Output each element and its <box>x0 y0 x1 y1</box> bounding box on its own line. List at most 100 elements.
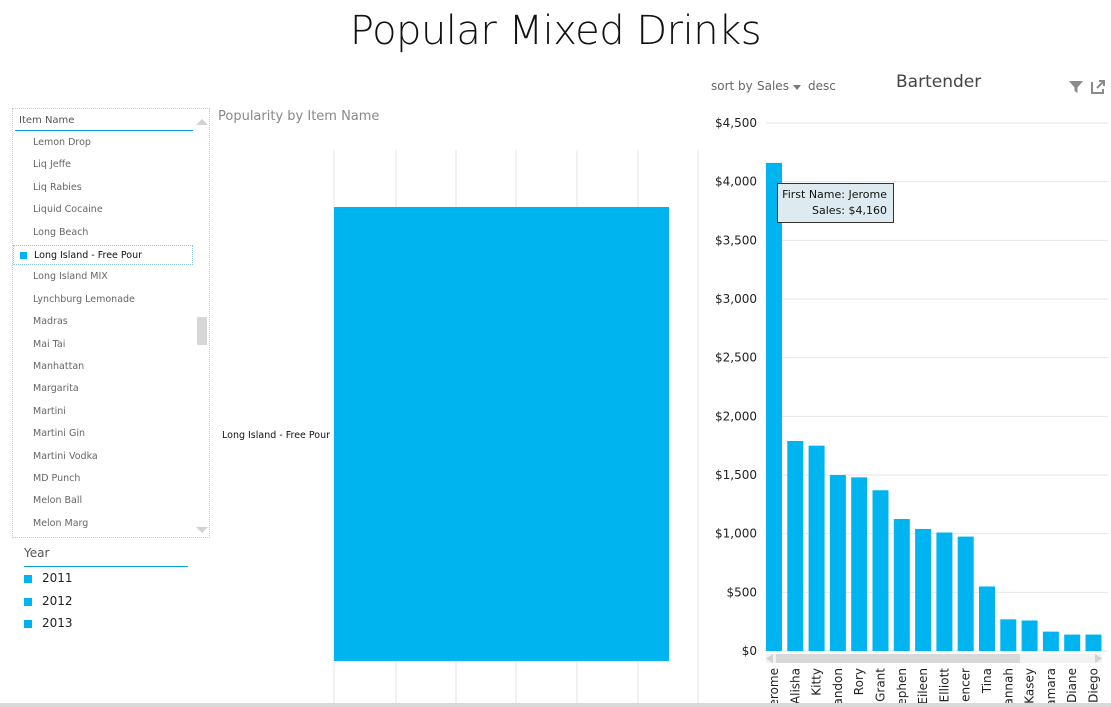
tooltip-sales-label: Sales: <box>812 204 845 217</box>
slicer-item-label: Long Island - Free Pour <box>34 250 143 261</box>
mid-chart-title: Popularity by Item Name <box>218 109 380 124</box>
slicer-item-label: Martini <box>33 405 66 417</box>
bartender-bar[interactable] <box>851 477 868 651</box>
bartender-bar[interactable] <box>936 532 953 651</box>
slicer-item-label: Margarita <box>33 383 79 395</box>
slicer-scrollbar-thumb[interactable] <box>197 317 207 345</box>
chart-scrollbar-thumb[interactable] <box>776 654 1020 663</box>
mid-chart-category-label: Long Island - Free Pour <box>222 430 330 441</box>
x-tick-label: erome <box>767 668 781 706</box>
x-tick-label: Diego <box>1087 668 1101 703</box>
x-tick-label: annah <box>1001 668 1015 706</box>
slicer-item[interactable]: Martini <box>13 402 193 422</box>
tooltip-name-label: First Name: <box>782 188 845 201</box>
chart-tooltip: First Name: Jerome Sales: $4,160 <box>777 183 894 223</box>
scroll-left-arrow-icon[interactable] <box>766 654 773 663</box>
slicer-item[interactable]: MD Punch <box>13 469 193 489</box>
slicer-item[interactable]: Long Beach <box>13 223 193 243</box>
mid-chart-bar[interactable] <box>334 207 669 661</box>
slicer-item[interactable]: Martini Gin <box>13 424 193 444</box>
filter-icon[interactable] <box>1068 79 1084 95</box>
y-tick-label: $0 <box>742 644 757 658</box>
slicer-item-label: Madras <box>33 316 68 328</box>
bartender-sales-chart: $0 $500 $1,000 $1,500 $2,000 $2,500 $3,000 $3,5… <box>715 116 1108 707</box>
x-tick-label: Kitty <box>810 668 824 696</box>
x-tick-label: Diane <box>1065 668 1079 703</box>
y-tick-label: $1,000 <box>715 527 757 541</box>
slicer-item-label: MD Punch <box>33 473 81 484</box>
slicer-item-label: Manhattan <box>33 361 85 372</box>
x-tick-label: encer <box>959 668 973 702</box>
y-tick-label: $2,000 <box>715 409 757 423</box>
scroll-right-arrow-icon[interactable] <box>1095 654 1102 663</box>
year-checkbox-icon <box>24 597 32 606</box>
bartender-bar[interactable] <box>1042 631 1059 651</box>
slicer-item-label: Martini Gin <box>33 428 85 440</box>
scroll-up-arrow-icon[interactable] <box>196 119 208 125</box>
x-tick-label: Grant <box>874 668 888 702</box>
bartender-bar[interactable] <box>893 519 910 651</box>
x-tick-label: Rory <box>852 668 866 695</box>
slicer-item[interactable]: Liq Rabies <box>13 178 193 198</box>
bartender-bar[interactable] <box>979 586 995 651</box>
bartender-bar[interactable] <box>957 536 974 651</box>
tooltip-name-value: Jerome <box>848 188 887 201</box>
slicer-item[interactable]: Martini Vodka <box>13 447 193 467</box>
slicer-item[interactable]: Manhattan <box>13 357 193 377</box>
x-tick-label: ephen <box>895 668 909 706</box>
bartender-x-axis: erome Alisha Kitty andon Rory Grant ephen Eilee… <box>767 668 1101 707</box>
x-tick-label: amara <box>1044 668 1058 707</box>
bartender-bar[interactable] <box>1085 634 1102 651</box>
sort-direction-toggle[interactable]: desc <box>808 79 836 93</box>
bartender-bar[interactable] <box>766 162 782 651</box>
item-name-slicer: Item Name Lemon Drop Liq Jeffe Liq Rabies L… <box>12 108 210 538</box>
tooltip-sales-row: Sales: $4,160 <box>778 203 887 219</box>
slicer-item[interactable]: Melon Ball <box>13 491 193 511</box>
bartender-bar[interactable] <box>787 440 804 651</box>
y-tick-label: $1,500 <box>715 468 757 482</box>
slicer-item-label: Liq Jeffe <box>33 159 72 171</box>
bartender-bar[interactable] <box>1064 634 1081 651</box>
popout-icon[interactable] <box>1090 79 1106 95</box>
bartender-bar[interactable] <box>872 490 889 651</box>
slicer-item[interactable]: Liq Jeffe <box>13 155 193 175</box>
item-slicer-header: Item Name <box>15 115 193 131</box>
chevron-down-icon[interactable] <box>793 85 801 90</box>
sort-by-label: sort by <box>711 79 753 93</box>
x-tick-label: andon <box>831 668 845 706</box>
bartender-bars <box>766 162 1102 651</box>
slicer-item-label: Liquid Cocaine <box>33 204 103 216</box>
bartender-bar[interactable] <box>1000 619 1017 651</box>
bartender-bar[interactable] <box>829 475 846 651</box>
slicer-item-label: Liq Rabies <box>33 181 82 193</box>
slicer-item[interactable]: Lynchburg Lemonade <box>13 290 193 310</box>
x-tick-label: Tina <box>980 668 994 694</box>
slicer-item[interactable]: Long Island - Free Pour <box>13 245 193 265</box>
y-tick-label: $4,000 <box>715 175 757 189</box>
slicer-item[interactable]: Mai Tai <box>13 335 193 355</box>
slicer-item[interactable]: Lemon Drop <box>13 133 193 153</box>
slicer-item-label: Long Beach <box>33 226 89 238</box>
slicer-item-label: Lemon Drop <box>33 137 91 148</box>
slicer-item[interactable]: Madras <box>13 312 193 332</box>
bartender-bar[interactable] <box>1021 620 1038 651</box>
bartender-scrollbar <box>766 654 1102 663</box>
slicer-item[interactable]: Long Island MIX <box>13 267 193 287</box>
sort-field-dropdown[interactable]: Sales <box>757 79 789 93</box>
page-title: Popular Mixed Drinks <box>349 8 762 54</box>
slicer-item[interactable]: Melon Marg <box>13 514 193 534</box>
popularity-chart: Long Island - Free Pour <box>222 150 699 707</box>
tooltip-name-row: First Name: Jerome <box>778 187 887 203</box>
x-tick-label: Kasey <box>1023 668 1037 704</box>
bartender-bar[interactable] <box>808 445 825 651</box>
slicer-item[interactable]: Liquid Cocaine <box>13 200 193 220</box>
bartender-chart-title: Bartender <box>896 72 982 92</box>
year-item-label: 2013 <box>42 616 73 630</box>
x-tick-label: Alisha <box>788 668 802 704</box>
slicer-item[interactable]: Margarita <box>13 379 193 399</box>
year-checkbox-icon <box>24 575 32 583</box>
bartender-bar[interactable] <box>915 528 932 651</box>
slicer-item-label: Mai Tai <box>33 338 66 350</box>
year-item-label: 2012 <box>42 593 73 608</box>
scroll-down-arrow-icon[interactable] <box>196 527 208 533</box>
